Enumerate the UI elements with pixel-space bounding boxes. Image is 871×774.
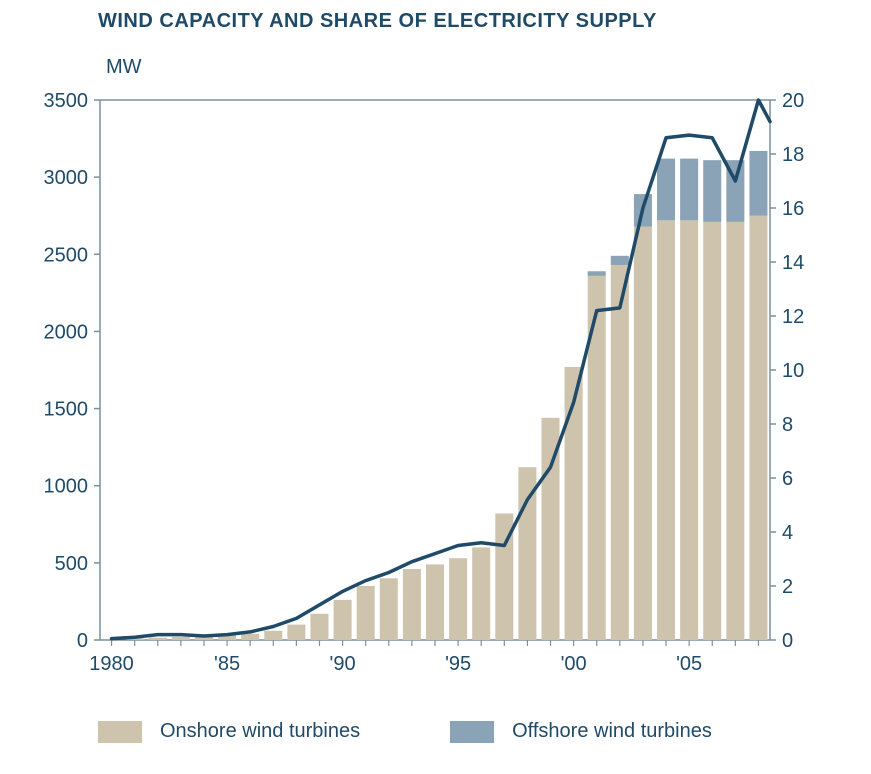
legend-label-offshore: Offshore wind turbines <box>512 720 712 743</box>
svg-text:3500: 3500 <box>44 90 89 112</box>
chart-svg: 0 500 1000 1500 2000 2500 3000 3500 0 2 4 6 8 10 12 14 1… <box>40 90 830 690</box>
svg-text:'00: '00 <box>561 653 587 675</box>
svg-text:10: 10 <box>782 360 804 382</box>
svg-text:8: 8 <box>782 414 793 436</box>
svg-text:'90: '90 <box>330 653 356 675</box>
svg-text:1980: 1980 <box>89 653 134 675</box>
svg-text:0: 0 <box>782 630 793 652</box>
svg-text:'85: '85 <box>214 653 240 675</box>
svg-text:12: 12 <box>782 306 804 328</box>
svg-text:'05: '05 <box>676 653 702 675</box>
legend-swatch-onshore <box>98 721 142 743</box>
chart-title: WIND CAPACITY AND SHARE OF ELECTRICITY S… <box>98 10 657 33</box>
svg-text:6: 6 <box>782 468 793 490</box>
legend: Onshore wind turbines Offshore wind turb… <box>98 720 712 743</box>
svg-text:14: 14 <box>782 252 804 274</box>
svg-text:16: 16 <box>782 198 804 220</box>
chart-area: 0 500 1000 1500 2000 2500 3000 3500 0 2 4 6 8 10 12 14 1… <box>40 90 830 690</box>
svg-text:1500: 1500 <box>44 399 89 421</box>
legend-offshore: Offshore wind turbines <box>450 720 712 743</box>
svg-text:0: 0 <box>77 630 88 652</box>
legend-onshore: Onshore wind turbines <box>98 720 360 743</box>
svg-text:500: 500 <box>55 553 88 575</box>
svg-text:18: 18 <box>782 144 804 166</box>
legend-swatch-offshore <box>450 721 494 743</box>
svg-text:4: 4 <box>782 522 793 544</box>
y-axis-unit: MW <box>106 56 142 79</box>
svg-text:20: 20 <box>782 90 804 112</box>
svg-text:'95: '95 <box>445 653 471 675</box>
svg-text:1000: 1000 <box>44 476 89 498</box>
svg-text:2500: 2500 <box>44 244 89 266</box>
svg-text:2: 2 <box>782 576 793 598</box>
svg-text:2000: 2000 <box>44 321 89 343</box>
svg-text:3000: 3000 <box>44 167 89 189</box>
legend-label-onshore: Onshore wind turbines <box>160 720 360 743</box>
